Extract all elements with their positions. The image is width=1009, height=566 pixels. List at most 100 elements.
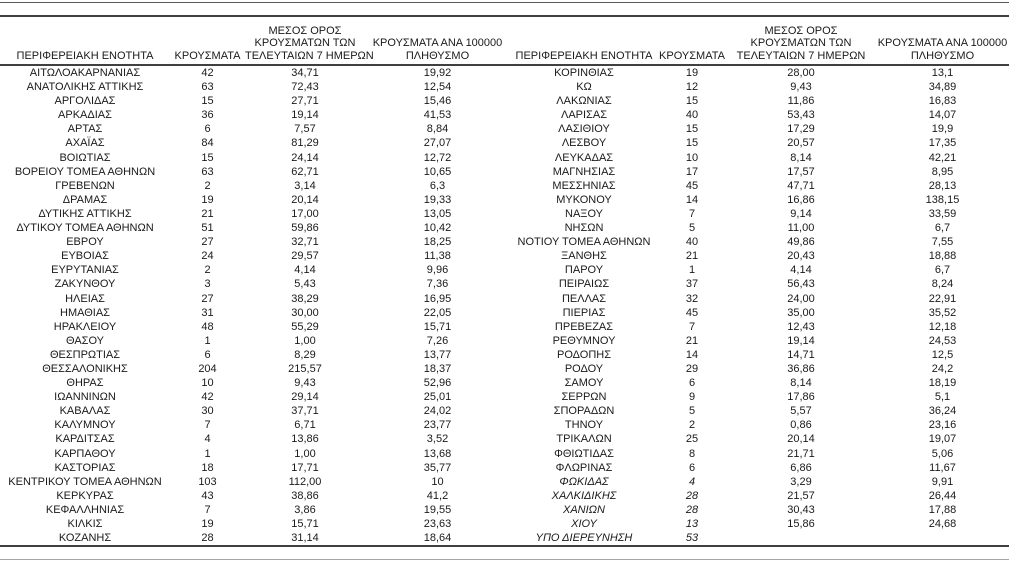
cases-cell-right: 10 [685,151,699,164]
region-cell-right: ΠΡΕΒΕΖΑΣ [554,320,614,333]
table-row: ΚΑΡΠΑΘΟΥ 1 1,00 13,68 ΦΘΙΩΤΙΔΑΣ 8 21,71 … [0,447,1009,461]
table-row: ΗΛΕΙΑΣ 27 38,29 16,95 ΠΕΛΛΑΣ 32 24,00 22… [0,292,1009,306]
avg7-cell-left: 24,14 [291,151,319,164]
region-cell-right: ΧΑΝΙΩΝ [563,503,605,516]
per100k-cell-left: 22,05 [423,306,452,319]
table-row: ΚΑΛΥΜΝΟΥ 7 6,71 23,77 ΤΗΝΟΥ 2 0,86 23,16 [0,418,1009,432]
per100k-cell-left: 12,54 [423,81,452,94]
cases-cell-left: 18 [201,461,214,474]
cases-cell-right: 7 [688,207,696,220]
avg7-cell-left: 3,14 [294,179,316,192]
avg7-cell-left: 6,71 [294,419,316,432]
per100k-cell-right: 18,88 [928,250,957,263]
avg7-cell-left: 27,71 [291,95,319,108]
region-cell-left: ΚΑΡΔΙΤΣΑΣ [55,433,115,446]
region-cell-left: ΗΡΑΚΛΕΙΟΥ [53,320,117,333]
avg7-cell-right: 17,57 [787,165,815,178]
per100k-cell-right: 24,53 [928,334,957,347]
top-thin-rule [0,2,1009,3]
per100k-cell-right: 8,95 [931,165,954,178]
avg7-cell-right: 19,14 [787,334,815,347]
region-cell-right: ΚΟΡΙΝΘΙΑΣ [554,67,614,79]
cases-cell-left: 43 [201,489,214,502]
cases-cell-right: 45 [685,179,699,192]
avg7-cell-left: 8,29 [294,348,316,361]
avg7-cell-right: 30,43 [787,503,815,516]
avg7-cell-left: 34,71 [291,67,319,79]
per100k-cell-left: 13,77 [423,348,452,361]
cases-cell-left: 19 [201,518,214,530]
avg7-cell-left: 7,57 [294,123,316,136]
region-cell-right: ΠΙΕΡΙΑΣ [562,306,606,319]
avg7-cell-left: 38,86 [291,489,319,502]
region-cell-right: ΞΑΝΘΗΣ [561,250,607,263]
region-cell-left: ΒΟΙΩΤΙΑΣ [59,151,111,164]
header-region-right: ΠΕΡΙΦΕΡΕΙΑΚΗ ΕΝΟΤΗΤΑ [510,18,658,66]
per100k-cell-left: 23,77 [423,419,452,432]
region-cell-right: ΤΗΝΟΥ [564,419,604,432]
region-cell-left: ΚΑΣΤΟΡΙΑΣ [54,461,116,474]
region-cell-left: ΘΗΡΑΣ [66,377,104,390]
table-row: ΗΡΑΚΛΕΙΟΥ 48 55,29 15,71 ΠΡΕΒΕΖΑΣ 7 12,4… [0,320,1009,334]
per100k-cell-left: 18,37 [423,362,452,375]
table-row: ΓΡΕΒΕΝΩΝ 2 3,14 6,3 ΜΕΣΣΗΝΙΑΣ 45 47,71 2… [0,179,1009,193]
header-region-left: ΠΕΡΙΦΕΡΕΙΑΚΗ ΕΝΟΤΗΤΑ [0,18,170,66]
region-cell-right: ΦΩΚΙΔΑΣ [559,475,609,488]
region-cell-right: ΠΑΡΟΥ [564,264,604,277]
region-cell-right: ΜΕΣΣΗΝΙΑΣ [552,179,616,192]
avg7-cell-right: 16,86 [787,193,815,206]
table-row: ΔΥΤΙΚΟΥ ΤΟΜΕΑ ΑΘΗΝΩΝ 51 59,86 10,42 ΝΗΣΩ… [0,221,1009,235]
avg7-cell-right: 56,43 [787,278,815,291]
per100k-cell-left: 24,02 [423,405,452,418]
avg7-cell-right: 12,43 [787,320,815,333]
per100k-cell-right: 11,67 [929,461,956,474]
per100k-cell-right: 28,13 [928,179,957,192]
table-row: ΕΥΡΥΤΑΝΙΑΣ 2 4,14 9,96 ΠΑΡΟΥ 1 4,14 6,7 [0,263,1009,277]
per100k-cell-left: 18,64 [365,531,510,548]
cases-cell-right: 5 [688,222,696,235]
table-row: ΒΟΡΕΙΟΥ ΤΟΜΕΑ ΑΘΗΝΩΝ 63 62,71 10,65 ΜΑΓΝ… [0,165,1009,179]
region-cell-left: ΗΜΑΘΙΑΣ [60,306,110,319]
header-avg7-left: ΜΕΣΟΣ ΟΡΟΣ ΚΡΟΥΣΜΑΤΩΝ ΤΩΝ ΤΕΛΕΥΤΑΙΩΝ 7 Η… [245,18,374,66]
avg7-cell-left: 1,00 [294,334,316,347]
region-cell-left: ΖΑΚΥΝΘΟΥ [54,278,116,291]
region-cell-left: ΚΟΖΑΝΗΣ [0,531,170,548]
per100k-cell-right: 42,21 [928,151,957,164]
avg7-cell-left: 38,29 [291,292,319,305]
cases-cell-left: 15 [201,95,214,108]
cases-cell-right: 25 [685,433,699,446]
bottom-thin-rule [0,559,1009,560]
region-cell-right: ΦΘΙΩΤΙΔΑΣ [554,447,614,460]
per100k-cell-left: 10,42 [423,222,452,235]
table-row: ΑΡΓΟΛΙΔΑΣ 15 27,71 15,46 ΛΑΚΩΝΙΑΣ 15 11,… [0,94,1009,108]
cases-cell-left: 42 [201,391,214,404]
per100k-cell-left: 19,33 [423,193,452,206]
table-row: ΚΕΝΤΡΙΚΟΥ ΤΟΜΕΑ ΑΘΗΝΩΝ 103 112,00 10 ΦΩΚ… [0,475,1009,489]
table-row: ΚΑΣΤΟΡΙΑΣ 18 17,71 35,77 ΦΛΩΡΙΝΑΣ 6 6,86… [0,461,1009,475]
region-cell-right: ΥΠΟ ΔΙΕΡΕΥΝΗΣΗ [510,531,658,548]
region-cell-left: ΘΕΣΣΑΛΟΝΙΚΗΣ [42,362,128,375]
cases-cell-left: 27 [201,236,214,249]
table-row: ΗΜΑΘΙΑΣ 31 30,00 22,05 ΠΙΕΡΙΑΣ 45 35,00 … [0,306,1009,320]
region-cell-left: ΚΑΛΥΜΝΟΥ [54,419,116,432]
region-cell-right: ΝΗΣΩΝ [564,222,604,235]
avg7-cell-right: 0,86 [790,419,812,432]
header-per100k-left: ΚΡΟΥΣΜΑΤΑ ΑΝΑ 100000 ΠΛΗΘΥΣΜΟ [365,18,510,66]
cases-cell-right: 45 [685,306,699,319]
region-cell-left: ΑΙΤΩΛΟΑΚΑΡΝΑΝΙΑΣ [29,67,141,79]
per100k-cell-left: 3,52 [426,433,449,446]
region-cell-left: ΑΡΤΑΣ [67,123,103,136]
cases-cell-left: 36 [201,109,214,122]
per100k-cell-right [876,531,1009,548]
region-cell-right: ΛΑΣΙΘΙΟΥ [558,123,610,136]
cases-cell-right: 28 [685,503,699,516]
avg7-cell-left: 81,29 [291,137,319,150]
cases-cell-right: 53 [658,531,726,548]
per100k-cell-right: 5,06 [931,447,954,460]
cases-cell-right: 6 [688,377,696,390]
per100k-cell-left: 13,05 [423,207,452,220]
avg7-cell-left: 31,14 [245,531,365,548]
per100k-cell-right: 14,07 [928,109,957,122]
avg7-cell-left: 215,57 [288,362,322,375]
